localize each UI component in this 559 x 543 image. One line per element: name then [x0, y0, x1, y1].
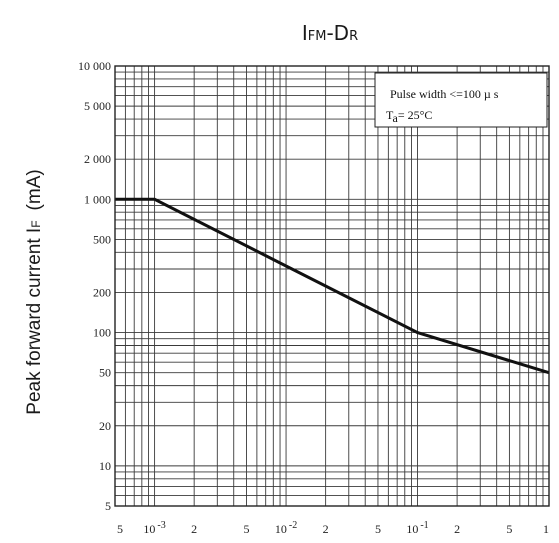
x-tick-label-6: 5 [375, 522, 381, 536]
y-tick-label-1: 5 000 [84, 99, 111, 113]
x-tick-label-5: 2 [323, 522, 329, 536]
x-tick-label-0: 5 [117, 522, 123, 536]
y-tick-label-3: 1 000 [84, 192, 111, 206]
x-tick-label-7: 10 -1 [406, 520, 428, 536]
y-tick-label-6: 100 [93, 326, 111, 340]
legend-annotation: Pulse width <=100 µ s Ta= 25°C [374, 72, 548, 128]
grid [114, 65, 550, 507]
series-layer [115, 197, 550, 375]
chart-title: IFM-DR [302, 21, 358, 45]
y-tick-label-10: 5 [105, 499, 111, 513]
x-tick-label-2: 2 [191, 522, 197, 536]
plot-frame [114, 65, 550, 507]
x-tick-label-8: 2 [454, 522, 460, 536]
y-axis-label: Peak forward current IF(mA) [24, 169, 45, 414]
x-tick-label-1: 10 -3 [143, 520, 165, 536]
x-tick-label-4: 10 -2 [275, 520, 297, 536]
series-line-0 [115, 197, 550, 375]
y-tick-label-4: 500 [93, 232, 111, 246]
y-tick-label-0: 10 000 [78, 59, 111, 73]
x-tick-label-10: 1 [543, 522, 549, 536]
y-tick-label-2: 2 000 [84, 152, 111, 166]
y-tick-label-8: 20 [99, 419, 111, 433]
y-tick-label-5: 200 [93, 285, 111, 299]
annotation-pulse-width: Pulse width <=100 µ s [390, 87, 499, 101]
y-tick-label-9: 10 [99, 459, 111, 473]
x-tick-label-9: 5 [506, 522, 512, 536]
annotation-temperature: Ta= 25°C [386, 108, 432, 125]
x-tick-label-3: 5 [243, 522, 249, 536]
y-tick-label-7: 50 [99, 366, 111, 380]
